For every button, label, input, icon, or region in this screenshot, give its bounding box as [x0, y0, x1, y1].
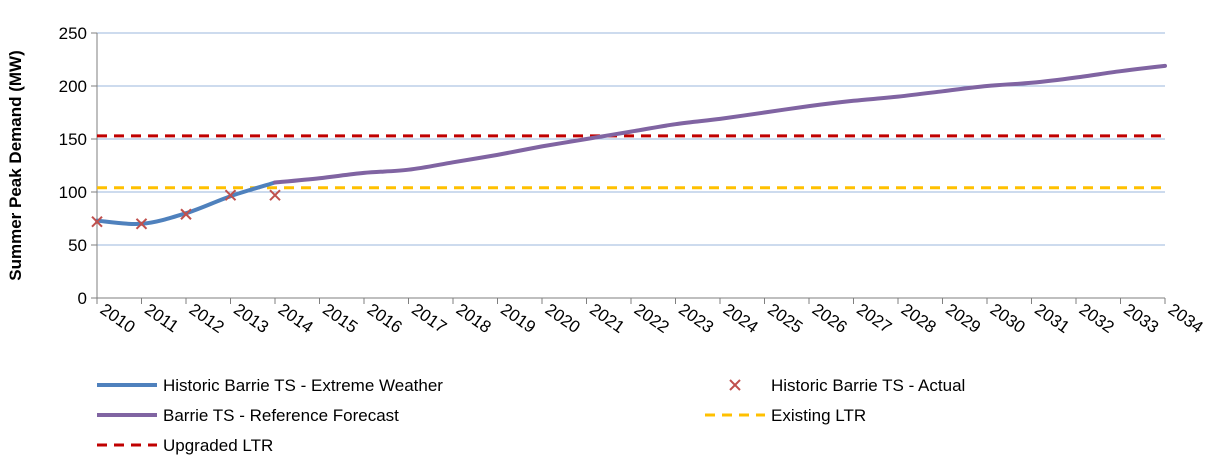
legend-label: Historic Barrie TS - Actual [771, 376, 965, 395]
legend-label: Upgraded LTR [163, 436, 273, 455]
x-tick-label: 2017 [408, 300, 450, 337]
y-tick-label: 100 [59, 183, 87, 202]
x-tick-label: 2012 [186, 300, 228, 337]
legend-item-existing-ltr: Existing LTR [705, 406, 866, 425]
data-point-historic-barrie-ts-actual [135, 218, 148, 230]
x-tick-label: 2010 [97, 300, 139, 337]
x-tick-label: 2032 [1076, 300, 1118, 337]
x-tick-label: 2019 [497, 300, 539, 337]
x-tick-label: 2034 [1165, 300, 1207, 337]
x-tick-label: 2033 [1120, 300, 1162, 337]
x-tick-label: 2013 [230, 300, 272, 337]
y-tick-labels: 0 50 100 150 200 250 [59, 24, 87, 308]
legend: Historic Barrie TS - Extreme Weather Hist… [97, 376, 965, 455]
legend-label: Barrie TS - Reference Forecast [163, 406, 399, 425]
x-tick-label: 2022 [631, 300, 673, 337]
x-tick-label: 2025 [764, 300, 806, 337]
x-tick-label: 2018 [453, 300, 495, 337]
x-tick-label: 2024 [720, 300, 762, 337]
y-axis-title: Summer Peak Demand (MW) [6, 50, 25, 281]
y-tick-label: 50 [68, 236, 87, 255]
x-tick-labels: 2010 2011 2012 2013 2014 2015 2016 2017 2018 2019… [97, 300, 1207, 337]
y-tick-label: 250 [59, 24, 87, 43]
x-tick-label: 2014 [275, 300, 317, 337]
x-tick-label: 2020 [542, 300, 584, 337]
x-tick-label: 2027 [853, 300, 895, 337]
axes [91, 32, 1166, 304]
legend-item-historic-barrie-ts-actual: Historic Barrie TS - Actual [729, 376, 965, 395]
data-point-historic-barrie-ts-actual [180, 208, 192, 220]
x-tick-label: 2028 [898, 300, 940, 337]
x-tick-label: 2011 [141, 300, 182, 337]
legend-label: Historic Barrie TS - Extreme Weather [163, 376, 443, 395]
y-tick-label: 150 [59, 130, 87, 149]
series-layer [91, 63, 1167, 230]
x-tick-label: 2016 [364, 300, 406, 337]
x-tick-label: 2029 [942, 300, 984, 337]
y-tick-label: 200 [59, 77, 87, 96]
legend-item-barrie-ts-reference-forecast: Barrie TS - Reference Forecast [97, 406, 399, 425]
legend-swatch [729, 379, 741, 391]
legend-item-upgraded-ltr: Upgraded LTR [97, 436, 273, 455]
gridlines [97, 32, 1165, 246]
data-point-historic-barrie-ts-actual [91, 215, 103, 228]
series-line-barrie-ts-reference-forecast [273, 63, 1167, 185]
x-tick-label: 2030 [987, 300, 1029, 337]
data-point-historic-barrie-ts-actual [269, 189, 281, 201]
x-tick-label: 2026 [809, 300, 851, 337]
x-tick-label: 2023 [675, 300, 717, 337]
y-tick-label: 0 [78, 289, 87, 308]
data-point-historic-barrie-ts-actual [224, 189, 237, 201]
legend-item-historic-barrie-ts-extreme-weather: Historic Barrie TS - Extreme Weather [97, 376, 443, 395]
x-tick-label: 2031 [1031, 300, 1073, 337]
x-tick-label: 2015 [319, 300, 361, 337]
x-tick-label: 2021 [586, 300, 628, 337]
legend-label: Existing LTR [771, 406, 866, 425]
